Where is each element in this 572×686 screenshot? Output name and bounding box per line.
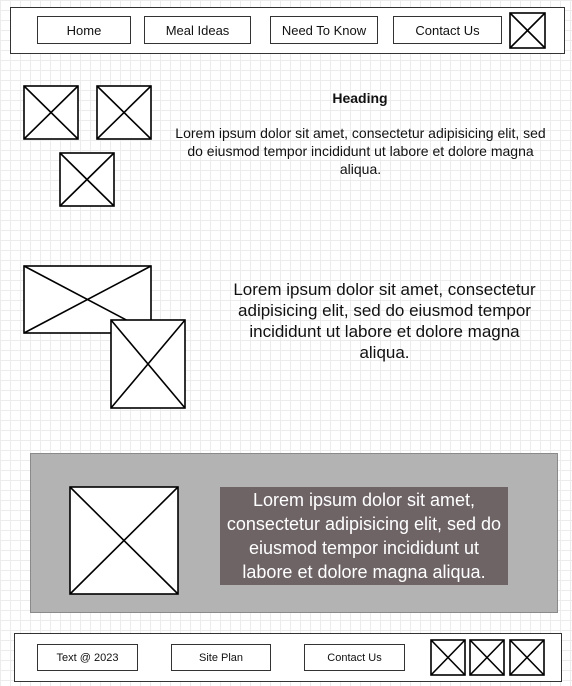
nav-meal-ideas-button[interactable]: Meal Ideas (144, 16, 251, 44)
footer-copyright: Text @ 2023 (37, 644, 138, 671)
social-icon-placeholder[interactable] (469, 639, 505, 676)
nav-home-button[interactable]: Home (37, 16, 131, 44)
section-heading: Heading (332, 90, 388, 106)
image-placeholder (23, 85, 79, 140)
image-placeholder (59, 152, 115, 207)
image-placeholder (96, 85, 152, 140)
image-placeholder (110, 319, 186, 409)
section-paragraph-large: Lorem ipsum dolor sit amet, consectetur … (233, 280, 536, 362)
feature-text-block: Lorem ipsum dolor sit amet, consectetur … (220, 487, 508, 585)
footer-site-plan-link[interactable]: Site Plan (171, 644, 271, 671)
social-icon-placeholder[interactable] (509, 639, 545, 676)
section-paragraph: Lorem ipsum dolor sit amet, consectetur … (175, 125, 546, 177)
social-icon-placeholder[interactable] (430, 639, 466, 676)
nav-contact-us-button[interactable]: Contact Us (393, 16, 502, 44)
image-placeholder (69, 486, 179, 595)
footer-contact-us-link[interactable]: Contact Us (304, 644, 405, 671)
logo-image-placeholder[interactable] (509, 12, 546, 49)
nav-need-to-know-button[interactable]: Need To Know (270, 16, 378, 44)
